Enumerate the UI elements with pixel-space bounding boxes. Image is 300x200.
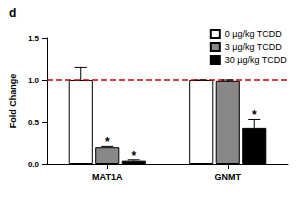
- svg-text:1.5: 1.5: [28, 34, 40, 43]
- svg-text:1.0: 1.0: [28, 76, 40, 85]
- svg-text:GNMT: GNMT: [215, 172, 242, 182]
- svg-text:Fold Change: Fold Change: [8, 74, 18, 129]
- svg-text:*: *: [105, 135, 110, 149]
- svg-text:3 µg/kg TCDD: 3 µg/kg TCDD: [225, 42, 283, 52]
- svg-text:MAT1A: MAT1A: [92, 172, 123, 182]
- svg-text:0.0: 0.0: [28, 160, 40, 169]
- svg-text:0.5: 0.5: [28, 118, 40, 127]
- svg-text:*: *: [252, 108, 257, 122]
- svg-text:d: d: [9, 6, 16, 20]
- svg-text:*: *: [131, 149, 136, 163]
- svg-text:30 µg/kg TCDD: 30 µg/kg TCDD: [225, 55, 288, 65]
- svg-text:0 µg/kg TCDD: 0 µg/kg TCDD: [225, 29, 283, 39]
